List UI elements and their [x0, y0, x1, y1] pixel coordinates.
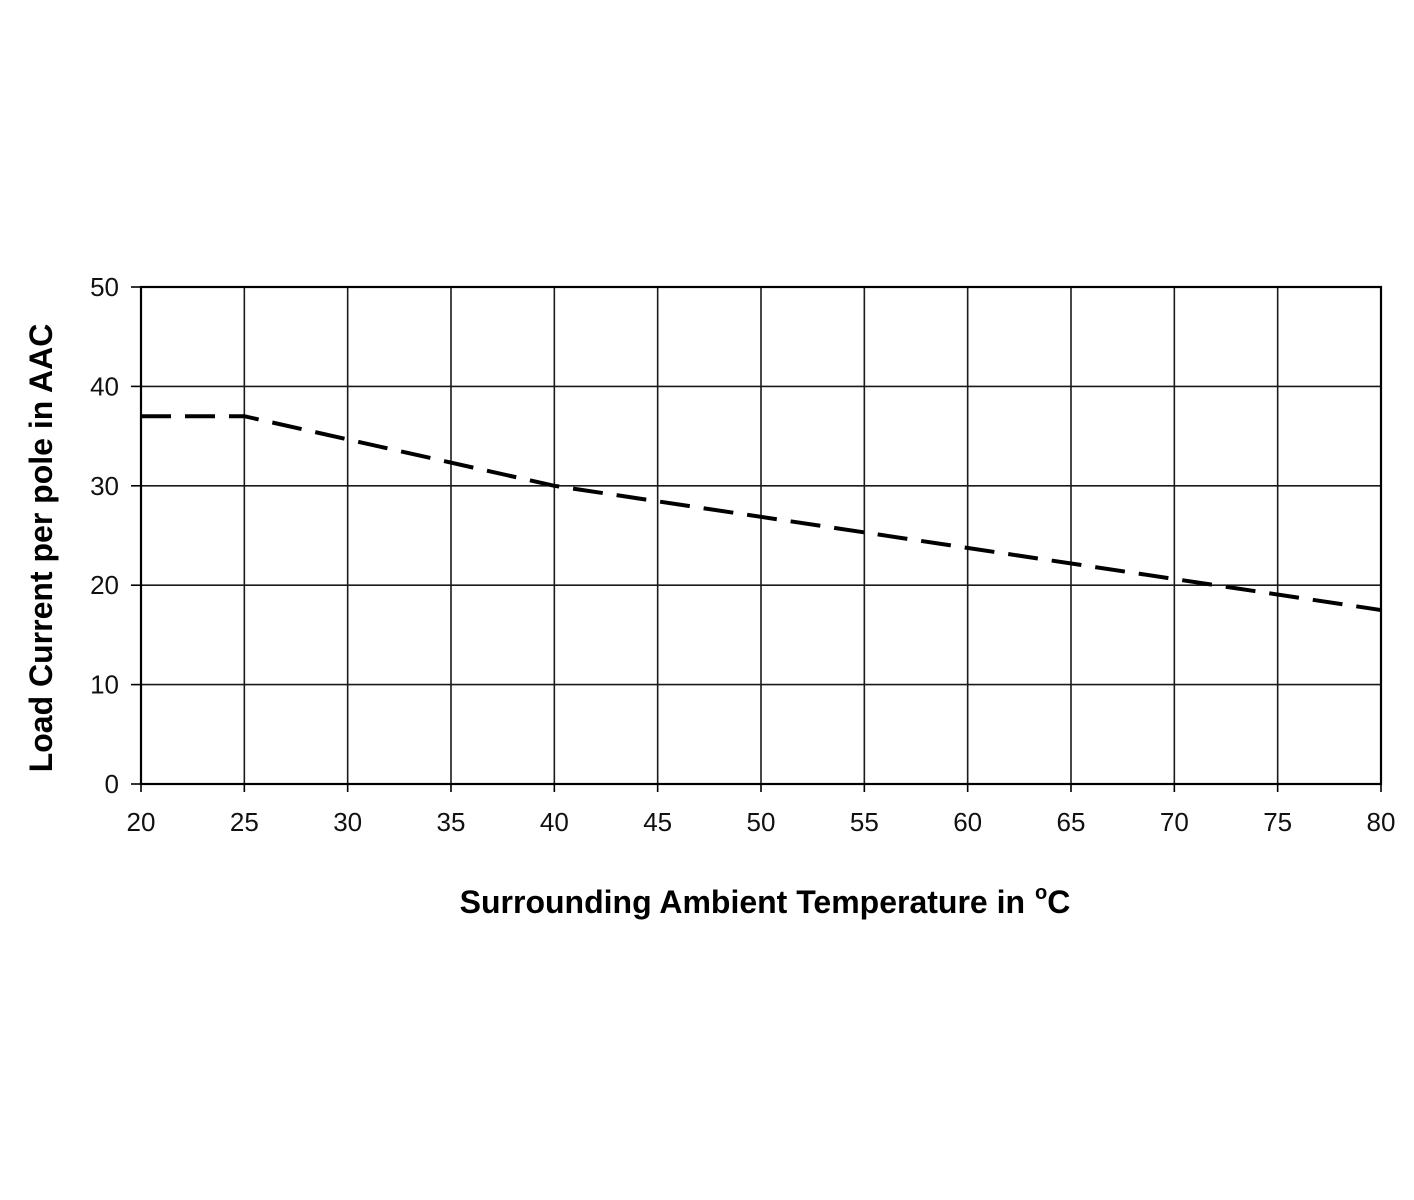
x-tick-label-75: 75 — [1263, 807, 1292, 837]
y-tick-label-0: 0 — [105, 769, 119, 799]
x-axis-title-text: Surrounding Ambient Temperature in — [460, 884, 1025, 920]
y-axis-title: Load Current per pole in AAC — [23, 324, 59, 773]
x-tick-label-70: 70 — [1160, 807, 1189, 837]
y-tick-label-30: 30 — [90, 471, 119, 501]
x-axis-unit: C — [1047, 884, 1070, 920]
y-tick-label-50: 50 — [90, 272, 119, 302]
x-axis-title: Surrounding Ambient Temperature in oC — [460, 882, 1071, 920]
grid — [140, 286, 1382, 785]
x-tick-label-25: 25 — [230, 807, 259, 837]
y-tick-label-20: 20 — [90, 570, 119, 600]
x-tick-label-45: 45 — [643, 807, 672, 837]
x-tick-label-65: 65 — [1057, 807, 1086, 837]
x-tick-label-50: 50 — [747, 807, 776, 837]
y-tick-label-10: 10 — [90, 670, 119, 700]
x-tick-label-30: 30 — [333, 807, 362, 837]
x-tick-label-40: 40 — [540, 807, 569, 837]
y-axis-ticks: 0 10 20 30 40 50 — [90, 272, 141, 799]
degree-symbol: o — [1035, 882, 1047, 904]
x-tick-label-35: 35 — [437, 807, 466, 837]
y-tick-label-40: 40 — [90, 371, 119, 401]
series-line-0 — [141, 414, 1382, 613]
series-layer — [141, 414, 1382, 613]
x-tick-label-20: 20 — [127, 807, 156, 837]
x-tick-label-55: 55 — [850, 807, 879, 837]
x-tick-label-80: 80 — [1367, 807, 1396, 837]
x-tick-label-60: 60 — [953, 807, 982, 837]
x-axis-ticks: 20 25 30 35 40 45 50 55 60 65 70 75 80 — [127, 784, 1396, 837]
